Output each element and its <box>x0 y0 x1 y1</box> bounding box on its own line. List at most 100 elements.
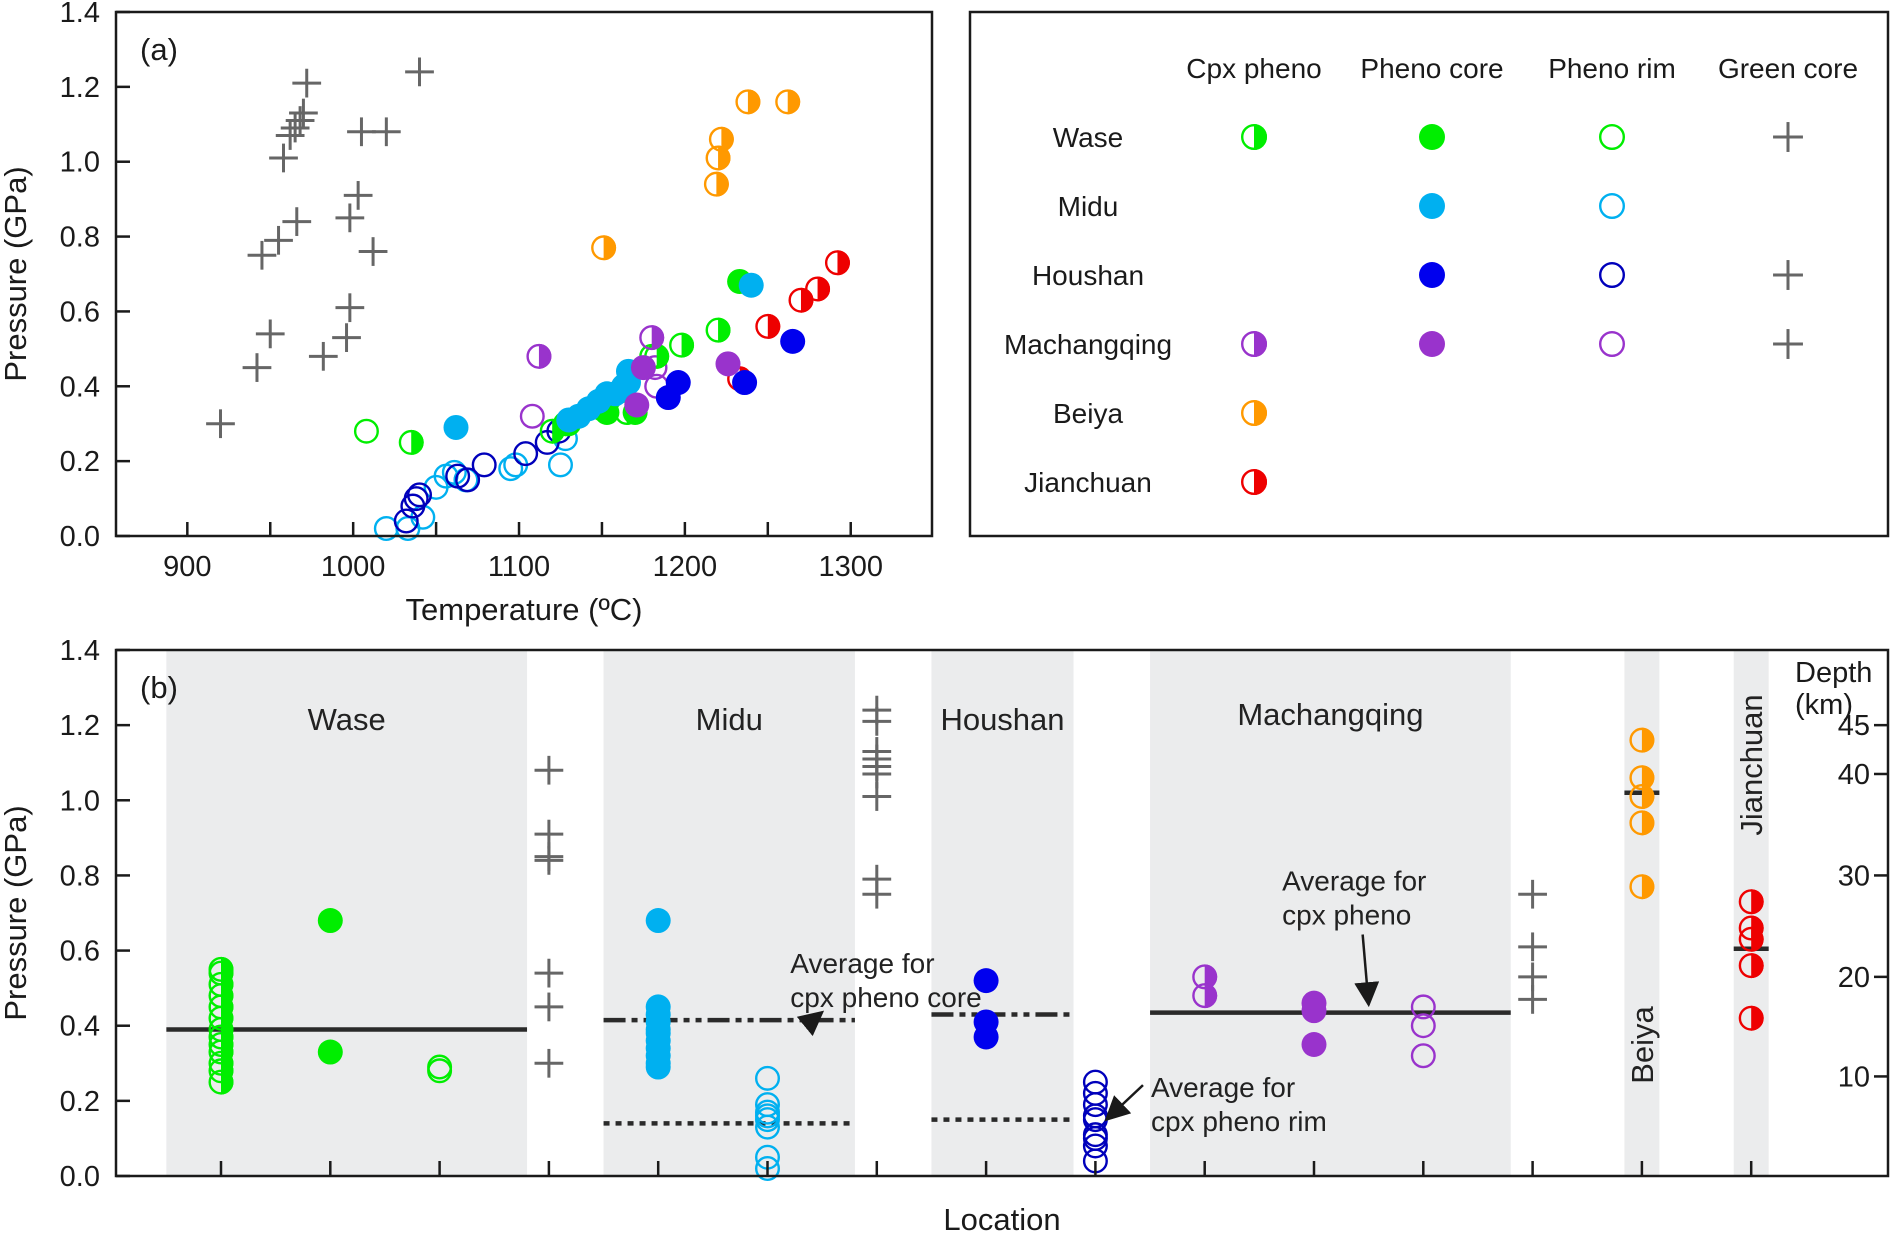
legend-symbol <box>1419 193 1445 219</box>
panel-b-xlabel: Location <box>943 1202 1060 1233</box>
legend-frame <box>968 10 1890 538</box>
legend-symbol <box>1773 122 1803 152</box>
panel-a-label: (a) <box>140 32 178 67</box>
data-point-dot <box>317 1039 343 1065</box>
data-point <box>1738 926 1764 952</box>
data-point <box>285 106 315 135</box>
location-label: Machangqing <box>1237 697 1423 732</box>
legend-symbol <box>1419 331 1445 357</box>
data-point <box>1301 1032 1327 1057</box>
a-xtick-label: 1100 <box>488 551 550 583</box>
data-point-ring <box>775 89 801 115</box>
a-series-houshan-pheno-core <box>655 328 806 411</box>
data-point-ring <box>755 1155 781 1181</box>
b-ytick-label: 0.6 <box>60 936 100 968</box>
data-point <box>703 171 729 197</box>
legend-row-label: Midu <box>1058 191 1119 222</box>
data-point <box>788 287 814 313</box>
data-point <box>775 89 801 115</box>
data-point <box>755 1114 781 1140</box>
data-point-ring <box>403 486 429 512</box>
data-point <box>755 1065 781 1091</box>
data-point-dot <box>645 908 671 934</box>
annotation-line1: Average for <box>1151 1072 1295 1103</box>
data-point <box>630 355 656 381</box>
data-point-ring <box>547 452 573 478</box>
depth-tick-label: 40 <box>1838 759 1870 791</box>
location-band-machangqing <box>1150 650 1511 1176</box>
data-point <box>407 482 433 508</box>
a-ytick-label: 1.2 <box>60 72 100 104</box>
data-point <box>1192 983 1218 1009</box>
a-xtick-label: 1000 <box>321 551 386 583</box>
depth-tick-label: 20 <box>1838 962 1870 994</box>
data-point <box>1738 953 1764 979</box>
data-point <box>427 1054 453 1080</box>
annotation-line2: cpx pheno <box>1282 899 1411 930</box>
panel-a-points <box>206 57 850 542</box>
data-point-dot <box>665 370 691 396</box>
b-ytick-label: 0.4 <box>60 1011 100 1043</box>
annotation-line1: Average for <box>1282 865 1426 896</box>
data-point-ring <box>519 403 545 429</box>
panel-a-ylabel: Pressure (GPa) <box>0 166 33 381</box>
data-point <box>639 325 665 351</box>
data-point <box>403 486 429 512</box>
depth-tick-label: 30 <box>1838 860 1870 892</box>
annotation-arrow <box>1354 934 1380 1008</box>
b-ytick-label: 1.4 <box>60 635 100 667</box>
data-point-ring <box>398 429 424 455</box>
data-point <box>317 1039 343 1065</box>
b-series-machangqing-pheno-core <box>1301 990 1327 1057</box>
data-point <box>289 98 318 128</box>
panel-b-label: (b) <box>140 670 178 705</box>
a-series-beiya-cpx-pheno <box>591 89 801 261</box>
data-point <box>358 237 388 266</box>
legend-panel: Cpx pheno Pheno core Pheno rim Green core Wa… <box>968 10 1890 538</box>
data-point <box>862 707 892 736</box>
legend-column-header: Green core <box>1718 53 1858 84</box>
data-point-dot <box>443 414 469 440</box>
legend-row-label: Houshan <box>1032 260 1144 291</box>
legend-symbol-dot <box>1419 193 1445 219</box>
b-series-midu-green-core <box>862 695 892 909</box>
data-point-ring <box>703 171 729 197</box>
data-point <box>547 452 573 478</box>
depth-tick-label: 45 <box>1838 710 1870 742</box>
data-point <box>335 203 365 233</box>
data-point <box>443 414 469 440</box>
data-point-ring <box>591 235 617 261</box>
data-point-ring <box>1192 983 1218 1009</box>
b-series-beiya-cpx-pheno <box>1629 727 1655 900</box>
b-ytick-label: 0.2 <box>60 1086 100 1118</box>
data-point-ring <box>639 325 665 351</box>
data-point <box>308 341 338 371</box>
b-ytick-label: 0.8 <box>60 860 100 892</box>
panel-b-points <box>208 695 1764 1181</box>
location-label: Beiya <box>1625 1005 1660 1083</box>
data-point <box>206 409 235 439</box>
data-point-dot <box>715 351 741 377</box>
legend-symbol-dot <box>1419 331 1445 357</box>
annotation-arrow <box>796 1010 825 1037</box>
a-series-midu-pheno-rim <box>373 426 578 542</box>
b-series-machangqing-green-core <box>1518 879 1547 1014</box>
data-point <box>1629 727 1655 753</box>
data-point <box>715 351 741 377</box>
data-point-ring <box>705 145 731 171</box>
panel-b-ticks: 0.0 0.2 0.4 0.6 0.8 1.0 1.2 1.4 10 20 30 40 45 <box>60 635 1888 1193</box>
b-ytick-label: 0.0 <box>60 1161 100 1193</box>
legend-symbol <box>1773 329 1803 359</box>
data-point <box>738 272 764 298</box>
legend-symbol-dot <box>1419 262 1445 288</box>
data-point <box>624 392 650 418</box>
legend-row-label: Jianchuan <box>1024 467 1152 498</box>
data-point <box>513 441 539 467</box>
data-point <box>275 121 305 150</box>
data-point <box>1082 1133 1108 1159</box>
data-point <box>498 456 524 482</box>
data-point <box>347 117 376 147</box>
data-point-ring <box>208 956 234 982</box>
